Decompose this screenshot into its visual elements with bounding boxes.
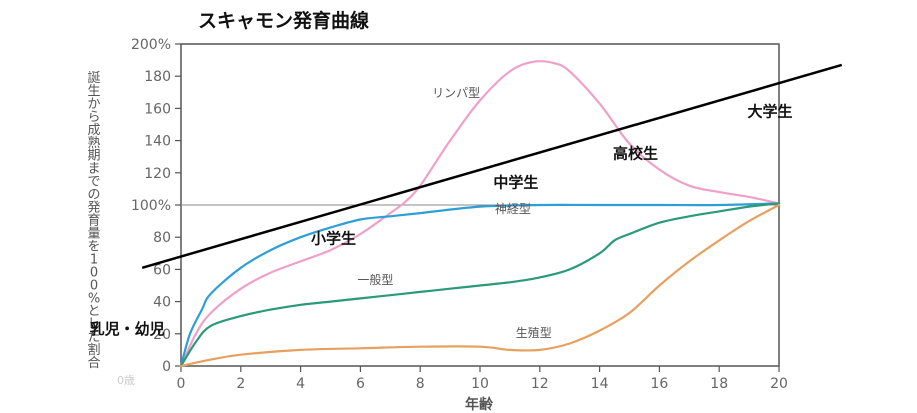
y-axis-label-char: を	[87, 239, 100, 254]
y-tick-label: 120	[144, 166, 171, 182]
y-axis-label-char: し	[87, 317, 100, 332]
series-label: リンパ型	[432, 86, 480, 100]
y-axis: 0 20 40 60 80 100% 120 140 160 180 200%	[131, 37, 181, 375]
series-lines	[179, 60, 781, 368]
x-tick-label: 14	[591, 376, 609, 392]
x-tick-label: 4	[296, 376, 305, 392]
y-axis-label-char: と	[87, 304, 100, 319]
y-tick-label: 40	[153, 295, 171, 311]
stage-label: 小学生	[311, 230, 356, 248]
y-tick-label: 200%	[131, 37, 171, 53]
x-tick-label: 10	[471, 376, 489, 392]
x-tick-label: 12	[531, 376, 549, 392]
y-axis-label-char: ま	[87, 162, 100, 177]
y-axis-label-char: 量	[87, 226, 100, 241]
y-axis-label-char: か	[87, 97, 100, 112]
chart-title: スキャモン発育曲線	[198, 9, 369, 32]
y-tick-label: 100%	[131, 198, 171, 214]
series-line-lymphatic	[179, 60, 781, 368]
y-axis-label-char: た	[87, 330, 100, 345]
stage-label: 中学生	[493, 173, 538, 191]
x-tick-label: 18	[710, 376, 728, 392]
y-tick-label: 140	[144, 134, 171, 150]
y-axis-label-char: 熟	[87, 135, 100, 151]
series-line-reproductive	[179, 203, 781, 368]
series-label: 神経型	[495, 202, 531, 216]
y-tick-label: 20	[153, 327, 171, 343]
y-axis-label-char: 0	[90, 278, 98, 293]
x-tick-label: 6	[356, 376, 365, 392]
y-axis-label-char: 期	[87, 149, 100, 164]
stage-label: 乳児・幼児	[90, 320, 165, 338]
y-tick-label: 60	[153, 262, 171, 278]
trend-line	[141, 63, 843, 269]
x-tick-label: 20	[770, 376, 788, 392]
stage-labels: 乳児・幼児 小学生 中学生 高校生 大学生	[90, 102, 793, 337]
stage-label: 大学生	[748, 102, 793, 120]
y-tick-label: 80	[153, 230, 171, 246]
series-label: 生殖型	[516, 325, 552, 340]
stage-label: 高校生	[613, 144, 658, 162]
x-tick-label: 8	[416, 376, 425, 392]
y-tick-label: 160	[144, 101, 171, 117]
x-axis-label: 年齢	[465, 396, 494, 413]
y-axis-label-char: 発	[87, 201, 100, 216]
stage-trend-line	[141, 63, 843, 269]
y-axis-label-char: で	[87, 175, 100, 190]
y-axis-label-char: ら	[87, 110, 100, 125]
y-axis-label-char: 1	[90, 252, 98, 267]
y-axis-label-char: 誕	[87, 71, 100, 86]
x-axis: 0 2 4 6 8 10 12 14 16 18 20	[177, 366, 788, 392]
y-axis-label-char: 成	[87, 123, 100, 138]
y-axis-label-char: 0	[90, 265, 98, 280]
y-axis-label-char: 合	[87, 356, 100, 371]
series-label: 一般型	[357, 272, 393, 287]
y-tick-label: 0	[162, 359, 171, 375]
y-axis-label-char: 生	[87, 84, 100, 99]
x-tick-label: 0	[177, 376, 186, 392]
y-axis-label-char: 割	[87, 342, 100, 358]
y-axis-label-char: 育	[87, 213, 100, 229]
series-line-general	[179, 202, 781, 368]
x-tick-label: 16	[650, 376, 668, 392]
series-line-neural	[179, 202, 781, 368]
y-tick-label: 180	[144, 69, 171, 85]
y-axis-label-char: %	[88, 291, 100, 306]
zero-age-label: 0歳	[117, 374, 135, 387]
x-tick-label: 2	[236, 376, 245, 392]
y-axis-label-char: の	[87, 188, 100, 203]
